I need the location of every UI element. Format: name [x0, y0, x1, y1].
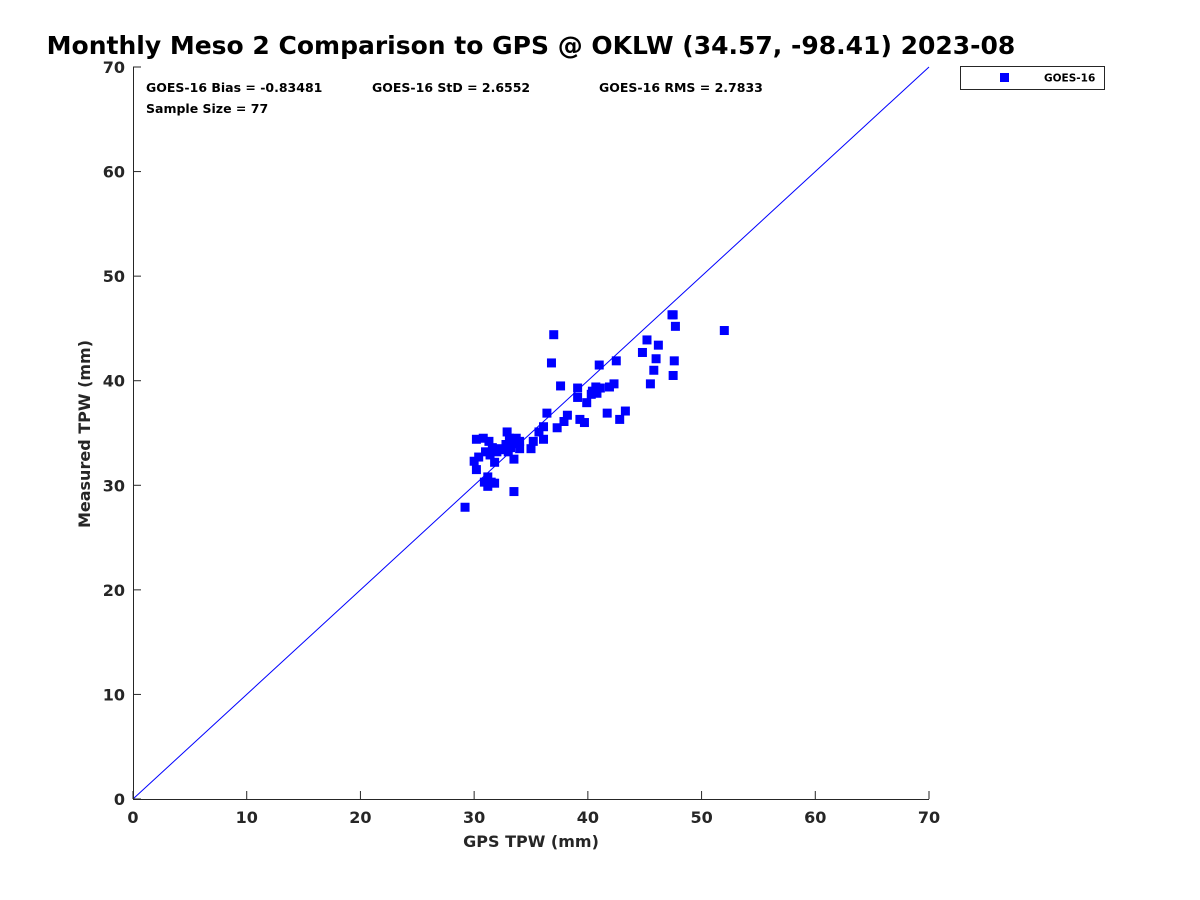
x-tick-label: 50: [690, 808, 712, 827]
data-point: [645, 379, 655, 389]
data-point: [471, 465, 481, 475]
data-point: [552, 423, 562, 433]
data-point: [483, 472, 493, 482]
data-point: [637, 347, 647, 357]
data-point: [539, 434, 549, 444]
y-tick-label: 0: [114, 790, 125, 809]
data-point: [490, 457, 500, 467]
data-point: [653, 340, 663, 350]
y-tick-label: 40: [103, 372, 125, 391]
data-point: [615, 414, 625, 424]
data-point: [499, 445, 509, 455]
y-tick-label: 60: [103, 163, 125, 182]
data-point: [595, 383, 605, 393]
data-point: [534, 427, 544, 437]
data-point: [594, 360, 604, 370]
data-point: [478, 433, 488, 443]
x-tick-label: 40: [577, 808, 599, 827]
stat-bias: GOES-16 Bias = -0.83481: [146, 80, 322, 95]
data-point: [504, 433, 514, 443]
data-point: [669, 356, 679, 366]
data-point: [651, 354, 661, 364]
data-point: [649, 365, 659, 375]
data-point: [501, 440, 511, 450]
data-point: [592, 388, 602, 398]
legend-entry-goes16: GOES-16: [1044, 73, 1095, 85]
data-point: [602, 408, 612, 418]
data-point: [562, 410, 572, 420]
data-point: [719, 326, 729, 336]
y-tick-label: 70: [103, 58, 125, 77]
data-point: [539, 422, 549, 432]
y-tick-label: 30: [103, 476, 125, 495]
data-point: [474, 452, 484, 462]
axis-ticks: 0 10 20 30 40 50 60 70 0 10 20 30 40 50 60 70: [103, 58, 940, 827]
legend-marker-icon: [1000, 73, 1009, 82]
stat-rms: GOES-16 RMS = 2.7833: [599, 80, 763, 95]
data-point: [490, 478, 500, 488]
data-point: [668, 370, 678, 380]
x-tick-label: 10: [236, 808, 258, 827]
x-tick-label: 70: [918, 808, 940, 827]
data-point: [573, 392, 583, 402]
data-points: [460, 310, 729, 512]
data-point: [620, 406, 630, 416]
data-point: [670, 321, 680, 331]
data-point: [546, 358, 556, 368]
data-point: [579, 418, 589, 428]
data-point: [526, 444, 536, 454]
plot-area: 0 10 20 30 40 50 60 70 0 10 20 30 40 50 60 70: [103, 58, 940, 827]
y-tick-label: 50: [103, 267, 125, 286]
y-tick-label: 10: [103, 685, 125, 704]
data-point: [582, 398, 592, 408]
data-point: [487, 443, 497, 453]
y-tick-label: 20: [103, 581, 125, 600]
legend-box: [960, 66, 1105, 90]
data-point: [484, 436, 494, 446]
one-to-one-reference-line: [132, 66, 930, 800]
data-point: [485, 450, 495, 460]
x-axis-label: GPS TPW (mm): [463, 832, 599, 851]
data-point: [460, 502, 470, 512]
data-point: [508, 438, 518, 448]
data-point: [609, 379, 619, 389]
stat-sample-size: Sample Size = 77: [146, 101, 268, 116]
data-point: [481, 447, 491, 457]
data-point: [471, 434, 481, 444]
stat-std: GOES-16 StD = 2.6552: [372, 80, 530, 95]
data-point: [469, 456, 479, 466]
data-point: [509, 487, 519, 497]
data-point: [591, 382, 601, 392]
data-point: [668, 310, 678, 320]
data-point: [528, 436, 538, 446]
x-tick-label: 20: [349, 808, 371, 827]
data-point: [515, 436, 525, 446]
chart-title: Monthly Meso 2 Comparison to GPS @ OKLW …: [47, 31, 1016, 60]
x-tick-label: 0: [127, 808, 138, 827]
data-point: [556, 381, 566, 391]
x-tick-label: 30: [463, 808, 485, 827]
data-point: [549, 330, 559, 340]
data-point: [542, 408, 552, 418]
data-point: [611, 356, 621, 366]
y-axis-label: Measured TPW (mm): [75, 340, 94, 528]
data-point: [573, 383, 583, 393]
data-point: [494, 444, 504, 454]
data-point: [604, 382, 614, 392]
data-point: [515, 444, 525, 454]
data-point: [559, 416, 569, 426]
data-point: [502, 427, 512, 437]
data-point: [509, 454, 519, 464]
data-point: [642, 335, 652, 345]
data-point: [575, 414, 585, 424]
legend: GOES-16: [960, 66, 1105, 90]
x-tick-label: 60: [804, 808, 826, 827]
